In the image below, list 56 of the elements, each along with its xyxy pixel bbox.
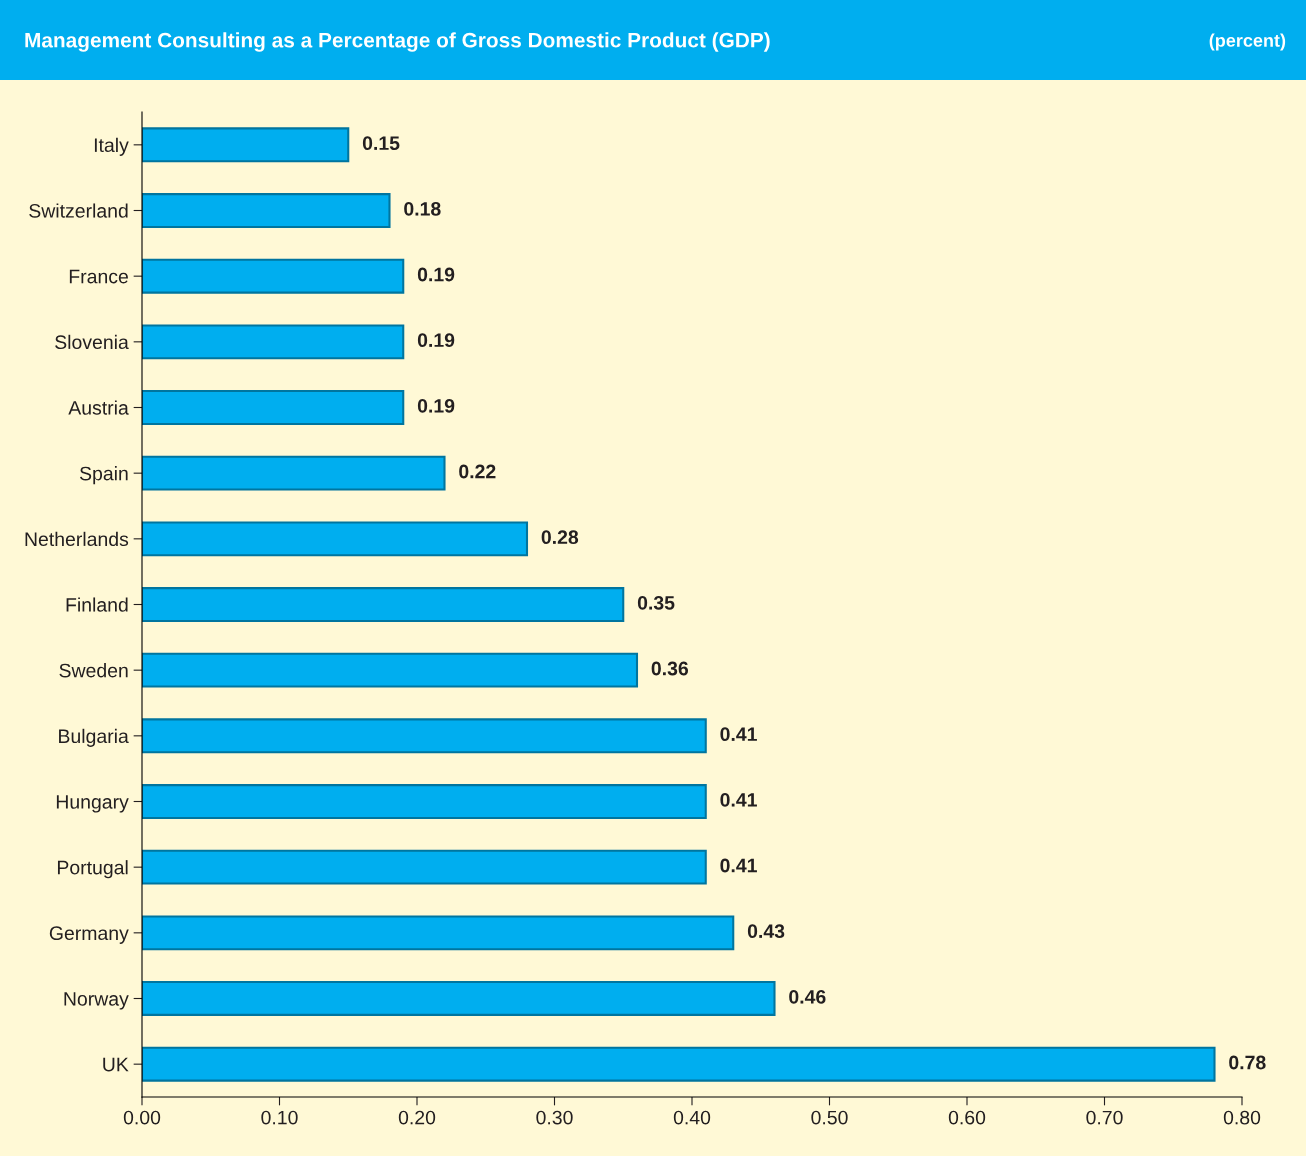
bar bbox=[142, 718, 707, 754]
x-tick-label: 0.00 bbox=[123, 1110, 161, 1125]
data-label: 0.19 bbox=[417, 267, 455, 282]
bar bbox=[142, 784, 707, 819]
y-tick-label: Sweden bbox=[59, 663, 128, 678]
x-tick-label: 0.50 bbox=[811, 1110, 848, 1125]
bar bbox=[142, 455, 446, 491]
y-tick-label: Hungary bbox=[56, 795, 129, 813]
y-tick-label: Bulgaria bbox=[59, 728, 129, 747]
data-label: 0.41 bbox=[720, 858, 757, 873]
y-tick-label: Austria bbox=[68, 400, 129, 415]
bar bbox=[142, 127, 350, 163]
bar bbox=[142, 587, 625, 622]
data-label: 0.46 bbox=[789, 989, 826, 1004]
x-tick-label: 0.80 bbox=[1223, 1110, 1261, 1125]
data-label: 0.41 bbox=[720, 792, 757, 807]
data-label: 0.19 bbox=[417, 333, 455, 348]
data-label: 0.22 bbox=[459, 464, 496, 479]
chart-title: Management Consulting as a Percentage of Gross Domestic Product (GDP) bbox=[25, 32, 770, 52]
bar bbox=[142, 652, 639, 688]
bar bbox=[142, 258, 405, 294]
bar bbox=[142, 521, 529, 557]
data-label: 0.41 bbox=[720, 727, 757, 742]
y-tick-label: Finland bbox=[66, 597, 128, 612]
data-label: 0.35 bbox=[637, 595, 675, 610]
bar bbox=[142, 849, 707, 885]
data-label: 0.28 bbox=[541, 530, 579, 545]
data-label: 0.78 bbox=[1229, 1055, 1266, 1070]
x-tick-label: 0.70 bbox=[1086, 1110, 1123, 1125]
x-tick-label: 0.60 bbox=[948, 1110, 986, 1125]
y-tick-label: Switzerland bbox=[29, 203, 128, 218]
y-tick-label: Germany bbox=[49, 926, 129, 944]
data-label: 0.43 bbox=[747, 924, 785, 939]
y-tick-label: Spain bbox=[79, 466, 128, 485]
bar bbox=[142, 915, 735, 951]
data-label: 0.19 bbox=[417, 398, 455, 413]
bar bbox=[142, 193, 391, 228]
y-tick-label: UK bbox=[103, 1057, 129, 1072]
x-tick-label: 0.30 bbox=[536, 1110, 573, 1125]
data-label: 0.36 bbox=[651, 661, 689, 676]
x-tick-label: 0.40 bbox=[673, 1110, 711, 1125]
x-tick-label: 0.10 bbox=[261, 1110, 298, 1125]
bar bbox=[142, 981, 776, 1016]
data-label: 0.15 bbox=[362, 136, 400, 151]
chart-subtitle: (percent) bbox=[1209, 33, 1286, 51]
y-tick-label: Netherlands bbox=[25, 531, 129, 547]
bar bbox=[142, 1046, 1216, 1082]
data-label: 0.18 bbox=[404, 201, 441, 216]
y-tick-label: Portugal bbox=[57, 860, 128, 879]
bar bbox=[142, 390, 405, 425]
y-tick-label: France bbox=[69, 269, 128, 284]
y-tick-label: Slovenia bbox=[55, 334, 129, 350]
bar bbox=[142, 324, 405, 360]
x-tick-label: 0.20 bbox=[398, 1110, 436, 1125]
y-tick-label: Italy bbox=[94, 137, 129, 156]
y-tick-label: Norway bbox=[64, 992, 129, 1010]
